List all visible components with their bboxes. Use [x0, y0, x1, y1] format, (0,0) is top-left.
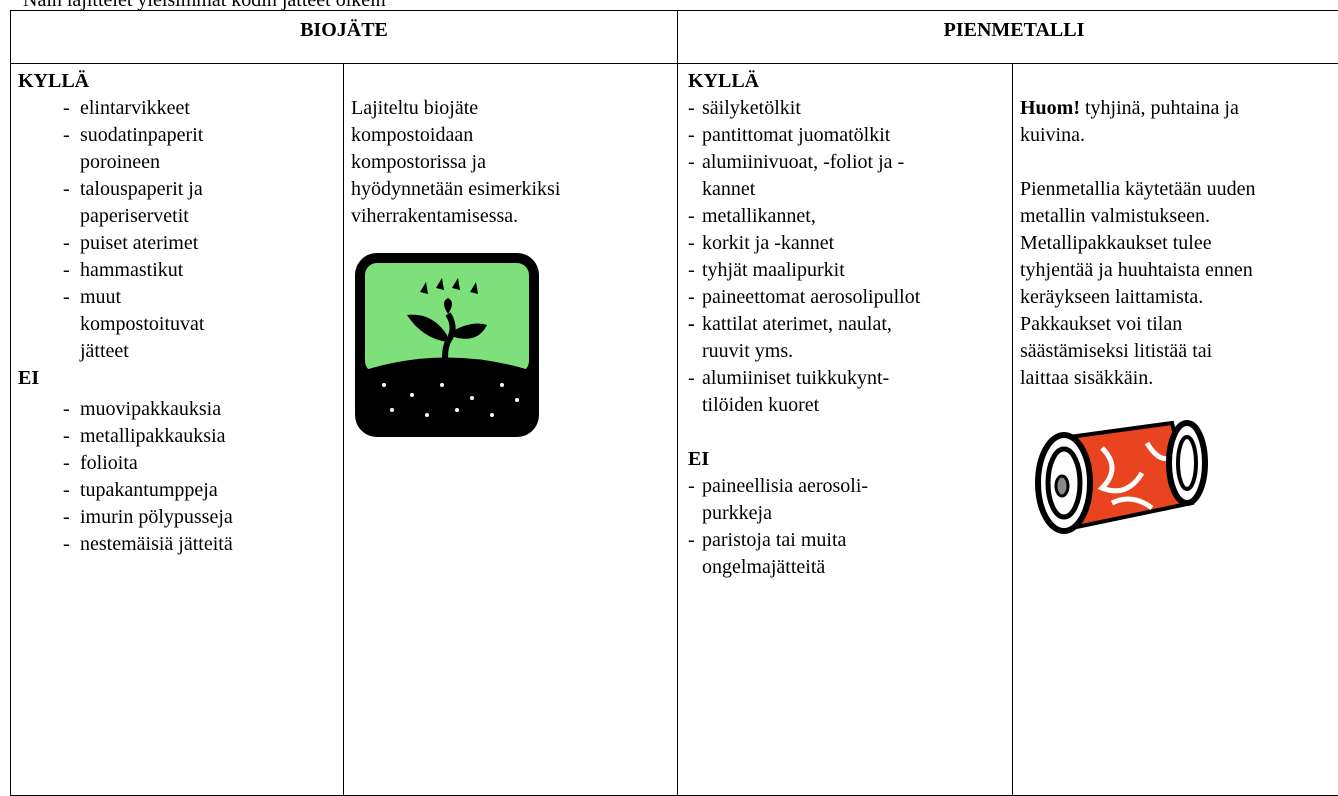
bullet: - [18, 477, 80, 504]
item-text: imurin pölypusseja [80, 504, 233, 531]
list-item: -säilyketölkit [688, 95, 1012, 122]
bullet: - [18, 284, 80, 365]
yes-heading: KYLLÄ [688, 68, 1012, 95]
bullet: - [688, 311, 702, 365]
list-item: -kattilat aterimet, naulat, ruuvit yms. [688, 311, 1012, 365]
note-label: Huom! [1020, 97, 1080, 119]
item-text: tyhjät maalipurkit [702, 257, 845, 284]
bio-list-cell: KYLLÄ -elintarvikkeet-suodatinpaperit po… [11, 64, 344, 796]
bullet: - [688, 257, 702, 284]
section-title: BIOJÄTE [11, 11, 678, 64]
item-text: pantittomat juomatölkit [702, 122, 890, 149]
list-item: -puiset aterimet [18, 230, 343, 257]
item-text: suodatinpaperit poroineen [80, 122, 203, 176]
metal-list-cell: KYLLÄ -säilyketölkit-pantittomat juomatö… [678, 64, 1013, 796]
item-text: puiset aterimet [80, 230, 198, 257]
list-item: -pantittomat juomatölkit [688, 122, 1012, 149]
section-title: PIENMETALLI [678, 11, 1338, 64]
list-item: -alumiiniset tuikkukynt- tilöiden kuoret [688, 365, 1012, 419]
list-item: -hammastikut [18, 257, 343, 284]
page: Näin lajittelet yleisimmät kodin jätteet… [0, 0, 1338, 711]
list-item: -elintarvikkeet [18, 95, 343, 122]
item-text: metallipakkauksia [80, 423, 226, 450]
list-item: -muut kompostoituvat jätteet [18, 284, 343, 365]
bullet: - [18, 230, 80, 257]
no-heading: EI [688, 446, 1012, 473]
bullet: - [18, 396, 80, 423]
bullet: - [18, 504, 80, 531]
bullet: - [18, 423, 80, 450]
sorting-table: BIOJÄTE PIENMETALLI KYLLÄ -elintarvikkee… [10, 10, 1338, 796]
item-text: metallikannet, [702, 203, 816, 230]
item-text: paristoja tai muita ongelmajätteitä [702, 527, 846, 581]
list-item: -korkit ja -kannet [688, 230, 1012, 257]
bullet: - [18, 122, 80, 176]
bullet: - [688, 365, 702, 419]
bullet: - [18, 257, 80, 284]
item-text: tupakantumppeja [80, 477, 218, 504]
yes-heading: KYLLÄ [18, 68, 343, 95]
list-item: -muovipakkauksia [18, 396, 343, 423]
info: Pienmetallia käytetään uuden metallin va… [1020, 176, 1338, 392]
list-item: -tyhjät maalipurkit [688, 257, 1012, 284]
bullet: - [18, 531, 80, 558]
bullet: - [18, 95, 80, 122]
item-text: folioita [80, 450, 138, 477]
bullet: - [18, 450, 80, 477]
list-item: -suodatinpaperit poroineen [18, 122, 343, 176]
item-text: kattilat aterimet, naulat, ruuvit yms. [702, 311, 892, 365]
list-item: -paristoja tai muita ongelmajätteitä [688, 527, 1012, 581]
list-item: -nestemäisiä jätteitä [18, 531, 343, 558]
bullet: - [18, 176, 80, 230]
bullet: - [688, 95, 702, 122]
item-text: elintarvikkeet [80, 95, 190, 122]
can-icon [1032, 408, 1212, 538]
bullet: - [688, 203, 702, 230]
item-text: alumiinivuoat, -foliot ja - kannet [702, 149, 904, 203]
list-item: -alumiinivuoat, -foliot ja - kannet [688, 149, 1012, 203]
item-text: hammastikut [80, 257, 183, 284]
bullet: - [688, 122, 702, 149]
item-text: korkit ja -kannet [702, 230, 834, 257]
list-item: -folioita [18, 450, 343, 477]
list-item: -paineettomat aerosolipullot [688, 284, 1012, 311]
list-item: -imurin pölypusseja [18, 504, 343, 531]
item-text: muut kompostoituvat jätteet [80, 284, 204, 365]
bullet: - [688, 527, 702, 581]
note: Lajiteltu biojäte kompostoidaan komposto… [351, 95, 677, 230]
list-item: -talouspaperit ja paperiservetit [18, 176, 343, 230]
item-text: nestemäisiä jätteitä [80, 531, 233, 558]
bullet: - [688, 149, 702, 203]
item-text: muovipakkauksia [80, 396, 221, 423]
list-item: -tupakantumppeja [18, 477, 343, 504]
bullet: - [688, 473, 702, 527]
list-item: -metallipakkauksia [18, 423, 343, 450]
list-item: -paineellisia aerosoli- purkkeja [688, 473, 1012, 527]
item-text: paineettomat aerosolipullot [702, 284, 920, 311]
item-text: alumiiniset tuikkukynt- tilöiden kuoret [702, 365, 889, 419]
bullet: - [688, 230, 702, 257]
item-text: paineellisia aerosoli- purkkeja [702, 473, 868, 527]
no-heading: EI [18, 365, 343, 392]
list-item: -metallikannet, [688, 203, 1012, 230]
item-text: säilyketölkit [702, 95, 801, 122]
compost-icon [352, 250, 542, 440]
bullet: - [688, 284, 702, 311]
item-text: talouspaperit ja paperiservetit [80, 176, 203, 230]
bio-note-cell: Lajiteltu biojäte kompostoidaan komposto… [344, 64, 678, 796]
metal-note-cell: Huom! tyhjinä, puhtaina ja kuivina. Pien… [1013, 64, 1338, 796]
